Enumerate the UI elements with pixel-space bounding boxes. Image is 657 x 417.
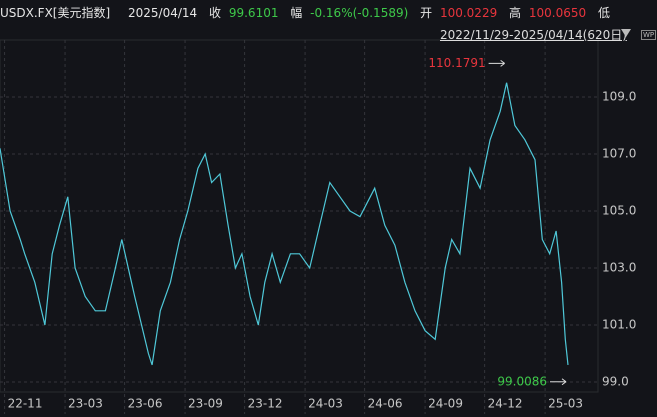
dropdown[interactable] [620, 28, 632, 38]
y-tick-label: 109.0 [602, 90, 636, 104]
x-tick-label: 24-03 [308, 397, 343, 411]
x-tick-label: 24-12 [488, 397, 523, 411]
x-tick-label: 23-03 [68, 397, 103, 411]
symbol: USDX.FX[美元指数] [0, 6, 111, 20]
range-row: 2022/11/29-2025/04/14(620日) WP [0, 26, 657, 42]
x-tick-label: 23-06 [128, 397, 163, 411]
annotation-label: 110.1791 [428, 56, 485, 70]
badge[interactable]: WP [641, 30, 657, 40]
header: USDX.FX[美元指数] 2025/04/14 收 99.6101 幅 -0.… [0, 0, 657, 26]
close: 99.6101 [228, 6, 279, 20]
x-tick-label: 24-06 [368, 397, 403, 411]
low-label: 低 [597, 6, 610, 20]
date-range[interactable]: 2022/11/29-2025/04/14(620日) [440, 28, 627, 42]
annotation-label: 99.0086 [497, 374, 547, 388]
close-label: 收 [209, 6, 222, 20]
y-tick-label: 107.0 [602, 147, 636, 161]
open-label: 开 [420, 6, 433, 20]
x-tick-label: 25-03 [548, 397, 583, 411]
price-line [0, 82, 569, 366]
high: 100.0650 [528, 6, 587, 20]
y-tick-label: 105.0 [602, 204, 636, 218]
open: 100.0229 [439, 6, 498, 20]
date: 2025/04/14 [128, 6, 198, 20]
annotation-arrowhead [500, 59, 505, 67]
x-tick-label: 23-12 [248, 397, 283, 411]
high-label: 高 [509, 6, 522, 20]
x-tick-label: 23-09 [188, 397, 223, 411]
y-tick-label: 99.0 [602, 375, 629, 389]
y-tick-label: 103.0 [602, 261, 636, 275]
y-tick-label: 101.0 [602, 318, 636, 332]
x-tick-label: 24-09 [428, 397, 463, 411]
x-tick-label: 22-11 [8, 397, 43, 411]
change-label: 幅 [290, 6, 303, 20]
plot-frame [0, 39, 599, 393]
change: -0.16%(-0.1589) [310, 6, 409, 20]
annotation-arrowhead [561, 378, 567, 386]
